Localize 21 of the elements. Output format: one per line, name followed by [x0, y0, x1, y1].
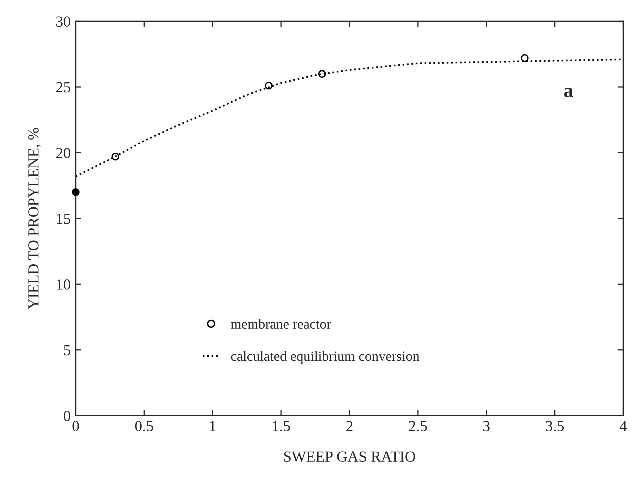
y-tick-label: 15 — [57, 214, 70, 224]
y-tick-label: 20 — [56, 148, 71, 158]
y-tick-label: 0 — [64, 411, 71, 422]
x-tick-label: 1.5 — [273, 421, 290, 432]
x-tick-label: 0 — [72, 421, 80, 432]
x-tick-label: 2.5 — [409, 421, 428, 432]
legend-label: calculated equilibrium conversion — [231, 351, 420, 364]
x-tick-label: 1 — [210, 421, 216, 432]
y-tick-label: 5 — [64, 345, 70, 356]
annotation: a — [564, 88, 574, 98]
x-tick-label: 2 — [346, 421, 353, 432]
y-tick-label: 10 — [57, 280, 71, 290]
x-tick-label: 0.5 — [135, 421, 154, 432]
y-tick-label: 25 — [56, 82, 70, 93]
y-axis-title: YIELD TO PROPYLENE, % — [28, 128, 42, 310]
x-axis-title: SWEEP GAS RATIO — [284, 452, 416, 462]
x-tick-label: 4 — [620, 421, 628, 432]
y-tick-label: 30 — [56, 16, 71, 27]
x-tick-label: 3.5 — [546, 421, 564, 432]
x-tick-label: 3 — [484, 421, 490, 432]
legend-label: membrane reactor — [231, 319, 332, 329]
